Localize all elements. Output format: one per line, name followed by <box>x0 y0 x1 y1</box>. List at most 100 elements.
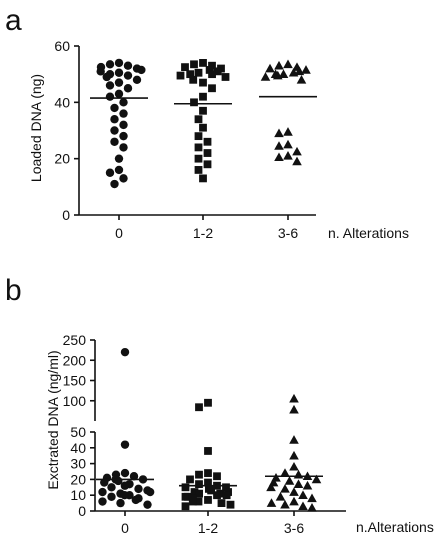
panel-a-point <box>110 138 118 146</box>
panel-a-point <box>115 154 123 162</box>
panel-a-x-tick-label: 1-2 <box>193 225 213 241</box>
panel-a-point <box>195 166 203 174</box>
panel-a-point <box>115 166 123 174</box>
panel-a-point <box>110 126 118 134</box>
panel-b-point <box>303 481 313 490</box>
panel-b-point <box>204 469 212 477</box>
panel-b-point <box>195 403 203 411</box>
panel-a-y-tick-label: 0 <box>62 207 70 223</box>
panel-a-point <box>265 64 275 73</box>
panel-a-point <box>204 149 212 157</box>
panel-b-point <box>195 471 203 479</box>
panel-a-point <box>119 121 127 129</box>
panel-b: b Exctrated DNA (ng/ml) n.Alterations 10… <box>5 274 434 536</box>
panel-a-point <box>274 152 284 161</box>
panel-a-point <box>190 98 198 106</box>
panel-a-point <box>195 69 203 77</box>
panel-a-point <box>195 144 203 152</box>
panel-a-point <box>106 93 114 101</box>
panel-a-point <box>119 109 127 117</box>
panel-b-point <box>189 498 197 506</box>
panel-a-y-axis-label: Loaded DNA (ng) <box>28 74 44 182</box>
panel-b-point <box>121 469 129 477</box>
panel-a-point <box>181 63 189 71</box>
panel-b-point <box>285 476 295 485</box>
panel-a-letter: a <box>5 4 22 37</box>
panel-b-point <box>280 500 290 509</box>
panel-b-point <box>276 492 286 501</box>
panel-b-y-tick-label-upper: 250 <box>63 332 87 348</box>
panel-b-point <box>218 499 226 507</box>
panel-b-letter: b <box>5 274 22 307</box>
panel-b-point <box>289 497 299 506</box>
panel-b-point <box>143 500 151 508</box>
panel-a-marks <box>90 59 317 189</box>
panel-a-point <box>204 138 212 146</box>
panel-a-point <box>115 69 123 77</box>
panel-b-point <box>289 451 299 460</box>
panel-a-point <box>115 78 123 86</box>
panel-a-point <box>199 59 207 67</box>
panel-b-point <box>289 487 299 496</box>
panel-a-point <box>208 84 216 92</box>
panel-b-x-tick-label: 0 <box>121 520 129 536</box>
panel-a-point <box>119 143 127 151</box>
panel-b-point <box>182 502 190 510</box>
panel-b-point <box>121 440 129 448</box>
panel-b-point <box>294 479 304 488</box>
panel-a-y-tick-label: 40 <box>54 94 70 110</box>
panel-b-point <box>98 497 106 505</box>
panel-b-point <box>186 476 194 484</box>
panel-a-x-tick-label: 3-6 <box>278 225 298 241</box>
panel-a-point <box>119 174 127 182</box>
panel-b-point <box>182 483 190 491</box>
panel-a-point <box>119 132 127 140</box>
panel-b-point <box>294 470 304 479</box>
panel-b-point <box>289 394 299 403</box>
panel-a-point <box>222 73 230 81</box>
panel-b-point <box>107 483 115 491</box>
panel-b-point <box>289 405 299 414</box>
panel-a-point <box>106 169 114 177</box>
panel-b-x-axis-label: n.Alterations <box>356 519 434 535</box>
panel-b-point <box>116 499 124 507</box>
panel-a-point <box>133 76 141 84</box>
panel-b-point <box>267 498 277 507</box>
panel-a-point <box>195 132 203 140</box>
panel-a-y-tick-label: 60 <box>54 38 70 54</box>
panel-a-point <box>124 84 132 92</box>
panel-a-point <box>195 155 203 163</box>
panel-a-point <box>190 60 198 68</box>
panel-a-point <box>199 79 207 87</box>
panel-a-point <box>119 98 127 106</box>
panel-a-point <box>199 174 207 182</box>
panel-a-x-tick-label: 0 <box>115 225 123 241</box>
panel-b-point <box>98 488 106 496</box>
panel-a-point <box>195 115 203 123</box>
panel-a-point <box>115 90 123 98</box>
panel-b-y-tick-label-upper: 100 <box>63 393 87 409</box>
panel-a-point <box>283 140 293 149</box>
panel-a-point <box>204 160 212 168</box>
panel-b-y-tick-label-lower: 0 <box>78 503 86 519</box>
panel-a-point <box>208 70 216 78</box>
panel-b-point <box>307 494 317 503</box>
panel-b-marks <box>96 348 323 512</box>
panel-a-point <box>274 129 284 138</box>
panel-a-point <box>103 73 111 81</box>
panel-a-x-axis-label: n. Alterations <box>328 225 409 241</box>
panel-a-point <box>137 66 145 74</box>
panel-b-x-tick-label: 1-2 <box>198 520 218 536</box>
panel-a-point <box>283 127 293 136</box>
panel-a-point <box>110 104 118 112</box>
panel-b-point <box>204 447 212 455</box>
panel-b-y-axis-label: Exctrated DNA (ng/ml) <box>45 350 61 489</box>
panel-a-point <box>292 157 302 166</box>
panel-b-point <box>289 435 299 444</box>
panel-b-point <box>298 501 308 510</box>
panel-a-point <box>261 72 271 81</box>
panel-b-point <box>227 501 235 509</box>
panel-b-point <box>107 493 115 501</box>
panel-a-point <box>283 60 293 69</box>
